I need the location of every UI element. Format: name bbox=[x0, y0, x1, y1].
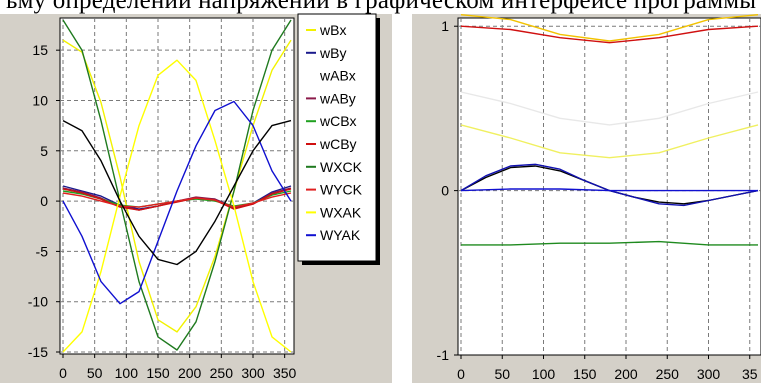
left-x-tick-label: 50 bbox=[87, 365, 103, 381]
left-x-tick-label: 200 bbox=[178, 365, 202, 381]
right-y-tick-label: -1 bbox=[437, 347, 450, 363]
right-x-tick-label: 100 bbox=[532, 366, 556, 382]
right-x-tick-label: 0 bbox=[457, 366, 465, 382]
right-series-line-1 bbox=[460, 25, 759, 44]
right-x-tick-label: 35 bbox=[742, 366, 758, 382]
left-y-tick-label: 15 bbox=[32, 42, 48, 58]
legend-label-wCBx: wCBx bbox=[319, 113, 357, 129]
left-series-line-WYAK bbox=[62, 100, 292, 305]
right-x-tick-label: 150 bbox=[573, 366, 597, 382]
legend-label-WYCK: WYCK bbox=[320, 182, 363, 198]
left-x-tick-label: 150 bbox=[146, 365, 170, 381]
right-y-tick-label: 1 bbox=[441, 18, 449, 34]
right-series-line-7 bbox=[461, 240, 758, 246]
legend-label-WYAK: WYAK bbox=[320, 227, 361, 243]
right-x-axis: 0 50 100 150 200 250 300 35 bbox=[457, 355, 758, 382]
legend: wBx wBy wABx wABy wCBx wCBy WXCK WYCK WXAK WYAK bbox=[306, 22, 363, 243]
left-x-tick-label: 100 bbox=[115, 365, 139, 381]
left-y-axis: 15 10 5 0 -5 -10 -15 bbox=[28, 42, 60, 360]
right-x-tick-label: 250 bbox=[656, 366, 680, 382]
left-y-tick-label: 0 bbox=[40, 193, 48, 209]
right-series-group bbox=[460, 14, 759, 246]
left-x-tick-label: 250 bbox=[210, 365, 234, 381]
left-y-tick-label: -15 bbox=[28, 344, 48, 360]
right-x-tick-label: 200 bbox=[614, 366, 638, 382]
left-series-line-10 bbox=[62, 119, 292, 266]
legend-shadow-bottom bbox=[302, 261, 380, 265]
left-series-line-wCBy bbox=[62, 188, 292, 211]
legend-box bbox=[297, 13, 377, 262]
legend-label-WXAK: WXAK bbox=[320, 204, 362, 220]
right-series-line-6 bbox=[460, 188, 758, 192]
left-y-tick-label: -10 bbox=[28, 294, 48, 310]
left-y-tick-label: -5 bbox=[36, 243, 49, 259]
left-series-line-WXAK bbox=[62, 59, 292, 353]
left-x-tick-label: 350 bbox=[273, 365, 297, 381]
legend-label-wCBy: wCBy bbox=[319, 136, 357, 152]
right-series-line-2 bbox=[460, 91, 759, 126]
left-x-tick-label: 300 bbox=[241, 365, 265, 381]
right-y-tick-label: 0 bbox=[441, 183, 449, 199]
right-series-line-0 bbox=[460, 14, 759, 42]
right-x-tick-label: 300 bbox=[697, 366, 721, 382]
caption-fragment: ьму определении напряжений в графическом… bbox=[0, 0, 761, 14]
left-series-line-WYCK bbox=[62, 192, 292, 208]
right-y-axis: 1 0 -1 bbox=[437, 18, 458, 363]
legend-label-wABy: wABy bbox=[319, 90, 356, 106]
legend-label-wBy: wBy bbox=[319, 45, 346, 61]
legend-label-wBx: wBx bbox=[319, 22, 346, 38]
left-x-axis: 0 50 100 150 200 250 300 350 bbox=[59, 354, 297, 381]
legend-label-wABx: wABx bbox=[319, 68, 356, 84]
left-x-tick-label: 0 bbox=[59, 365, 67, 381]
right-plot-area bbox=[457, 17, 761, 356]
left-series-group bbox=[62, 19, 292, 353]
left-y-tick-label: 10 bbox=[32, 92, 48, 108]
right-x-tick-label: 50 bbox=[494, 366, 510, 382]
right-series-line-3 bbox=[460, 124, 759, 159]
right-grid bbox=[458, 18, 761, 355]
legend-shadow-right bbox=[376, 18, 380, 265]
legend-label-WXCK: WXCK bbox=[320, 159, 363, 175]
left-series-line-WXCK bbox=[62, 19, 292, 351]
left-y-tick-label: 5 bbox=[40, 143, 48, 159]
caption-text: ьму определении напряжений в графическом… bbox=[6, 0, 757, 14]
left-plot-area bbox=[59, 17, 295, 355]
